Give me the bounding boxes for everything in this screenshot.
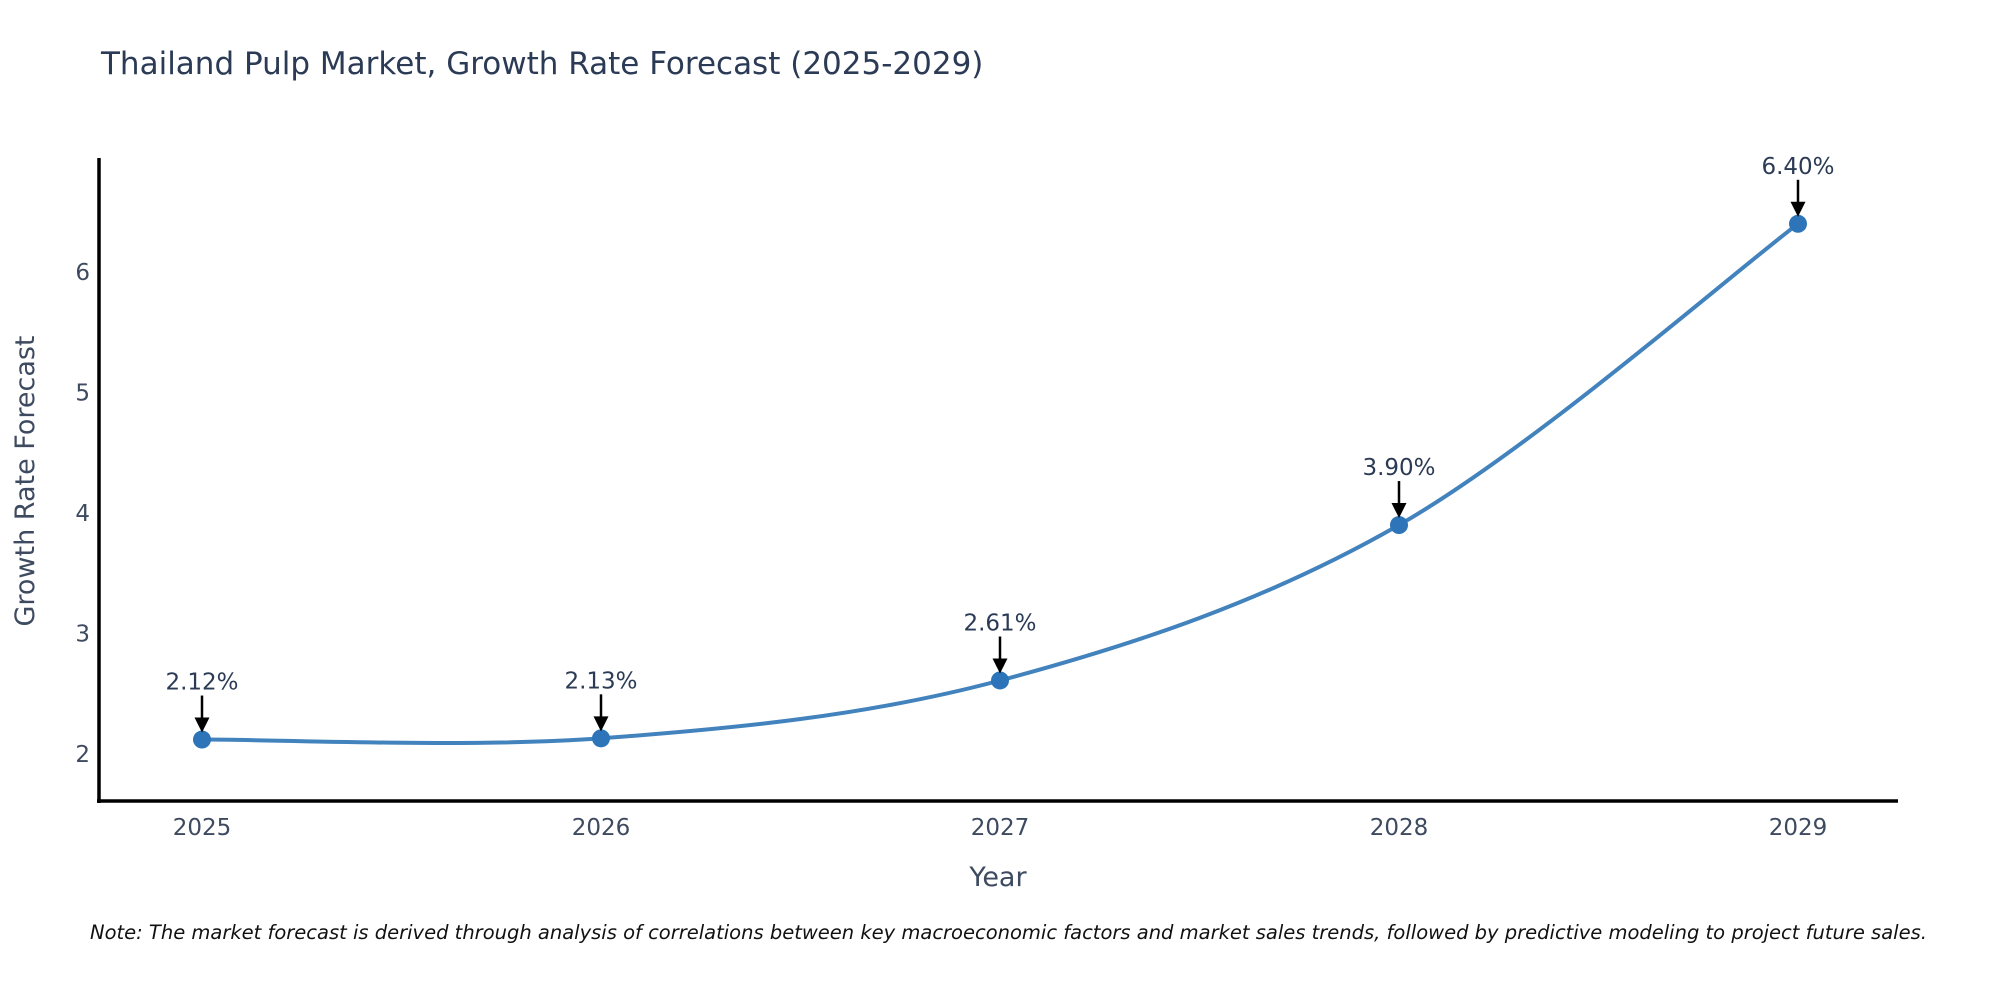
annotation-label: 2.13%: [564, 668, 637, 694]
x-tick-labels: 2025 2026 2027 2028 2029: [173, 815, 1828, 841]
annotation-arrowhead: [992, 658, 1008, 674]
x-tick-label: 2028: [1370, 815, 1429, 841]
annotation-arrowhead: [1391, 503, 1407, 519]
chart-title: Thailand Pulp Market, Growth Rate Foreca…: [100, 46, 983, 82]
y-tick-label: 6: [75, 260, 90, 286]
data-point-marker: [991, 671, 1009, 690]
x-axis-title: Year: [968, 862, 1027, 893]
point-annotations: 2.12% 2.13% 2.61% 3.90% 6.40%: [165, 154, 1835, 733]
annotation-label: 2.12%: [165, 670, 238, 696]
y-tick-labels: 2 3 4 5 6: [75, 260, 90, 768]
x-tick-label: 2025: [173, 815, 232, 841]
data-point-marker: [1789, 214, 1807, 233]
y-tick-label: 2: [75, 742, 90, 768]
x-tick-label: 2029: [1769, 815, 1828, 841]
y-axis-title: Growth Rate Forecast: [10, 335, 41, 626]
data-point-marker: [193, 730, 211, 749]
annotation-arrowhead: [1790, 201, 1806, 217]
data-point-markers: [193, 214, 1807, 749]
data-point-marker: [592, 729, 610, 748]
annotation-label: 3.90%: [1362, 455, 1435, 481]
y-tick-label: 3: [75, 622, 90, 648]
x-tick-label: 2027: [971, 815, 1030, 841]
footnote: Note: The market forecast is derived thr…: [90, 921, 1927, 944]
data-point-marker: [1390, 516, 1408, 535]
annotation-label: 2.61%: [963, 610, 1036, 636]
annotation-label: 6.40%: [1761, 154, 1834, 180]
y-tick-label: 5: [75, 381, 90, 407]
annotation-arrowhead: [194, 717, 210, 733]
series-line: [200, 221, 1800, 745]
y-tick-label: 4: [75, 501, 90, 527]
x-tick-label: 2026: [572, 815, 631, 841]
annotation-arrowhead: [593, 716, 609, 732]
